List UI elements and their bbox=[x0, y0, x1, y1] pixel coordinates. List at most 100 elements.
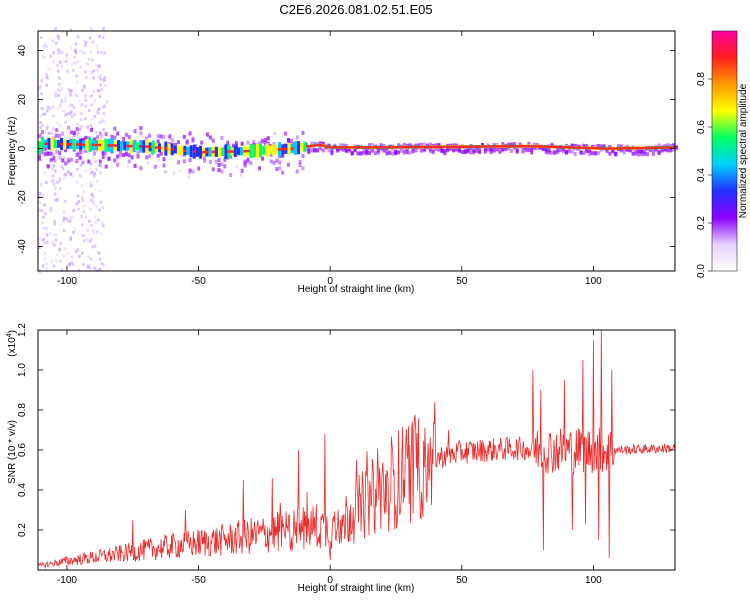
spectrogram-cell bbox=[69, 46, 73, 50]
spectrogram-cell bbox=[199, 145, 203, 159]
spectrogram-cell bbox=[243, 160, 247, 165]
spectrogram-cell bbox=[654, 147, 658, 152]
spectrogram-cell bbox=[95, 168, 98, 172]
spectrogram-cell bbox=[42, 237, 46, 241]
spectrogram-cell bbox=[74, 250, 78, 254]
spectrogram-cell bbox=[97, 89, 101, 93]
spectrogram-cell bbox=[327, 148, 331, 153]
spectrogram-peak bbox=[315, 143, 319, 147]
spectrogram-cell bbox=[64, 148, 68, 153]
spectrogram-cell bbox=[431, 148, 435, 153]
snr-y-label: SNR (10 * v/v) bbox=[7, 420, 18, 484]
spectrogram-peak bbox=[439, 145, 443, 149]
spectrogram-peak bbox=[574, 146, 578, 149]
spectrogram-cell bbox=[174, 142, 178, 147]
spectrogram-cell bbox=[39, 125, 42, 129]
spectrogram-peak bbox=[290, 147, 294, 150]
spectrogram-cell bbox=[136, 154, 140, 159]
spectrogram-cell bbox=[405, 147, 409, 152]
spectrogram-cell bbox=[45, 83, 48, 87]
snr-multiplier-label: (x104) bbox=[6, 330, 18, 357]
spectrogram-cell bbox=[240, 173, 243, 177]
spectrogram-peak bbox=[578, 146, 582, 149]
spectrogram-cell bbox=[67, 88, 71, 92]
spectrogram-peak bbox=[530, 144, 534, 148]
spectrogram-cell bbox=[63, 199, 67, 203]
spectrogram-cell bbox=[69, 237, 72, 241]
spectrogram-cell bbox=[176, 144, 180, 156]
spectrogram-cell bbox=[57, 93, 60, 97]
spectrogram-cell bbox=[295, 135, 299, 140]
spectrogram-cell bbox=[178, 169, 181, 173]
spectrogram-cell bbox=[271, 144, 275, 156]
spectrogram-peak bbox=[467, 145, 471, 148]
spectrogram-cell bbox=[116, 140, 120, 152]
spectrogram-cell bbox=[353, 148, 357, 153]
spectrogram-cell bbox=[41, 106, 44, 110]
spectrogram-cell bbox=[78, 173, 81, 177]
spectrogram-cell bbox=[127, 159, 131, 164]
spectrogram-cell bbox=[492, 148, 496, 153]
spectrogram-cell bbox=[218, 147, 222, 157]
spectrogram-cell bbox=[72, 230, 75, 234]
spectrogram-peak bbox=[145, 145, 149, 148]
spectrogram-cell bbox=[52, 136, 56, 141]
spectrogram-cell bbox=[38, 237, 42, 241]
spectrogram-cell bbox=[56, 64, 60, 68]
spectrogram-cell bbox=[57, 88, 60, 92]
spectrogram-cell bbox=[394, 150, 398, 155]
spectrogram-cell bbox=[132, 140, 136, 152]
spectrogram-peak bbox=[527, 144, 531, 148]
spectrogram-cell bbox=[643, 151, 647, 156]
spectrogram-cell bbox=[69, 89, 72, 93]
spectrogram-cell bbox=[54, 91, 58, 95]
spectrogram-cell bbox=[50, 131, 54, 135]
spectrogram-cell bbox=[93, 266, 96, 270]
spectrogram-cell bbox=[73, 55, 76, 59]
spectrogram-cell bbox=[86, 62, 90, 66]
spectrogram-cell bbox=[58, 123, 62, 127]
spectrogram-cell bbox=[100, 51, 103, 55]
spectrogram-cell bbox=[76, 194, 80, 198]
spectrogram-cell bbox=[127, 135, 131, 140]
spectrogram-cell bbox=[437, 142, 441, 147]
spectrogram-cell bbox=[61, 30, 64, 34]
spectrogram-cell bbox=[48, 232, 52, 236]
spectrogram-peak bbox=[372, 146, 376, 149]
spectrogram-cell bbox=[91, 245, 94, 249]
spectrogram-cell bbox=[527, 142, 531, 147]
spectrogram-peak bbox=[391, 146, 395, 149]
spectrogram-cell bbox=[469, 150, 473, 155]
spectrogram-cell bbox=[52, 114, 55, 118]
spectrogram-cell bbox=[84, 169, 88, 173]
spectrogram-cell bbox=[88, 239, 92, 243]
spectrogram-cell bbox=[275, 167, 279, 172]
spectrogram-peak bbox=[647, 146, 651, 150]
spectrogram-cell bbox=[87, 159, 91, 164]
spectrogram-peak bbox=[584, 146, 588, 150]
spectrogram-cell bbox=[119, 149, 123, 154]
spectrogram-cell bbox=[148, 133, 152, 138]
spectrogram-cell bbox=[54, 41, 58, 45]
spectrogram-cell bbox=[63, 59, 66, 63]
spectrogram-cell bbox=[46, 164, 50, 169]
spectrogram-cell bbox=[64, 96, 67, 100]
spectrogram-x-label: Height of straight line (km) bbox=[298, 284, 415, 295]
spectrogram-cell bbox=[74, 48, 77, 52]
spectrogram-cell bbox=[103, 104, 107, 108]
spectrogram-cell bbox=[588, 148, 592, 153]
spectrogram-cell bbox=[65, 217, 68, 221]
spectrogram-cell bbox=[69, 158, 73, 163]
y-tick-label: -40 bbox=[17, 239, 28, 254]
spectrogram-cell bbox=[646, 152, 650, 157]
spectrogram-cell bbox=[102, 263, 105, 267]
spectrogram-cell bbox=[66, 169, 70, 173]
spectrogram-cell bbox=[93, 215, 97, 219]
spectrogram-cell bbox=[40, 209, 44, 213]
spectrogram-cell bbox=[86, 128, 90, 132]
spectrogram-cell bbox=[553, 149, 557, 154]
spectrogram-cell bbox=[71, 62, 74, 66]
spectrogram-cell bbox=[99, 120, 102, 124]
spectrogram-cell bbox=[153, 164, 157, 169]
spectrogram-cell bbox=[55, 198, 59, 202]
